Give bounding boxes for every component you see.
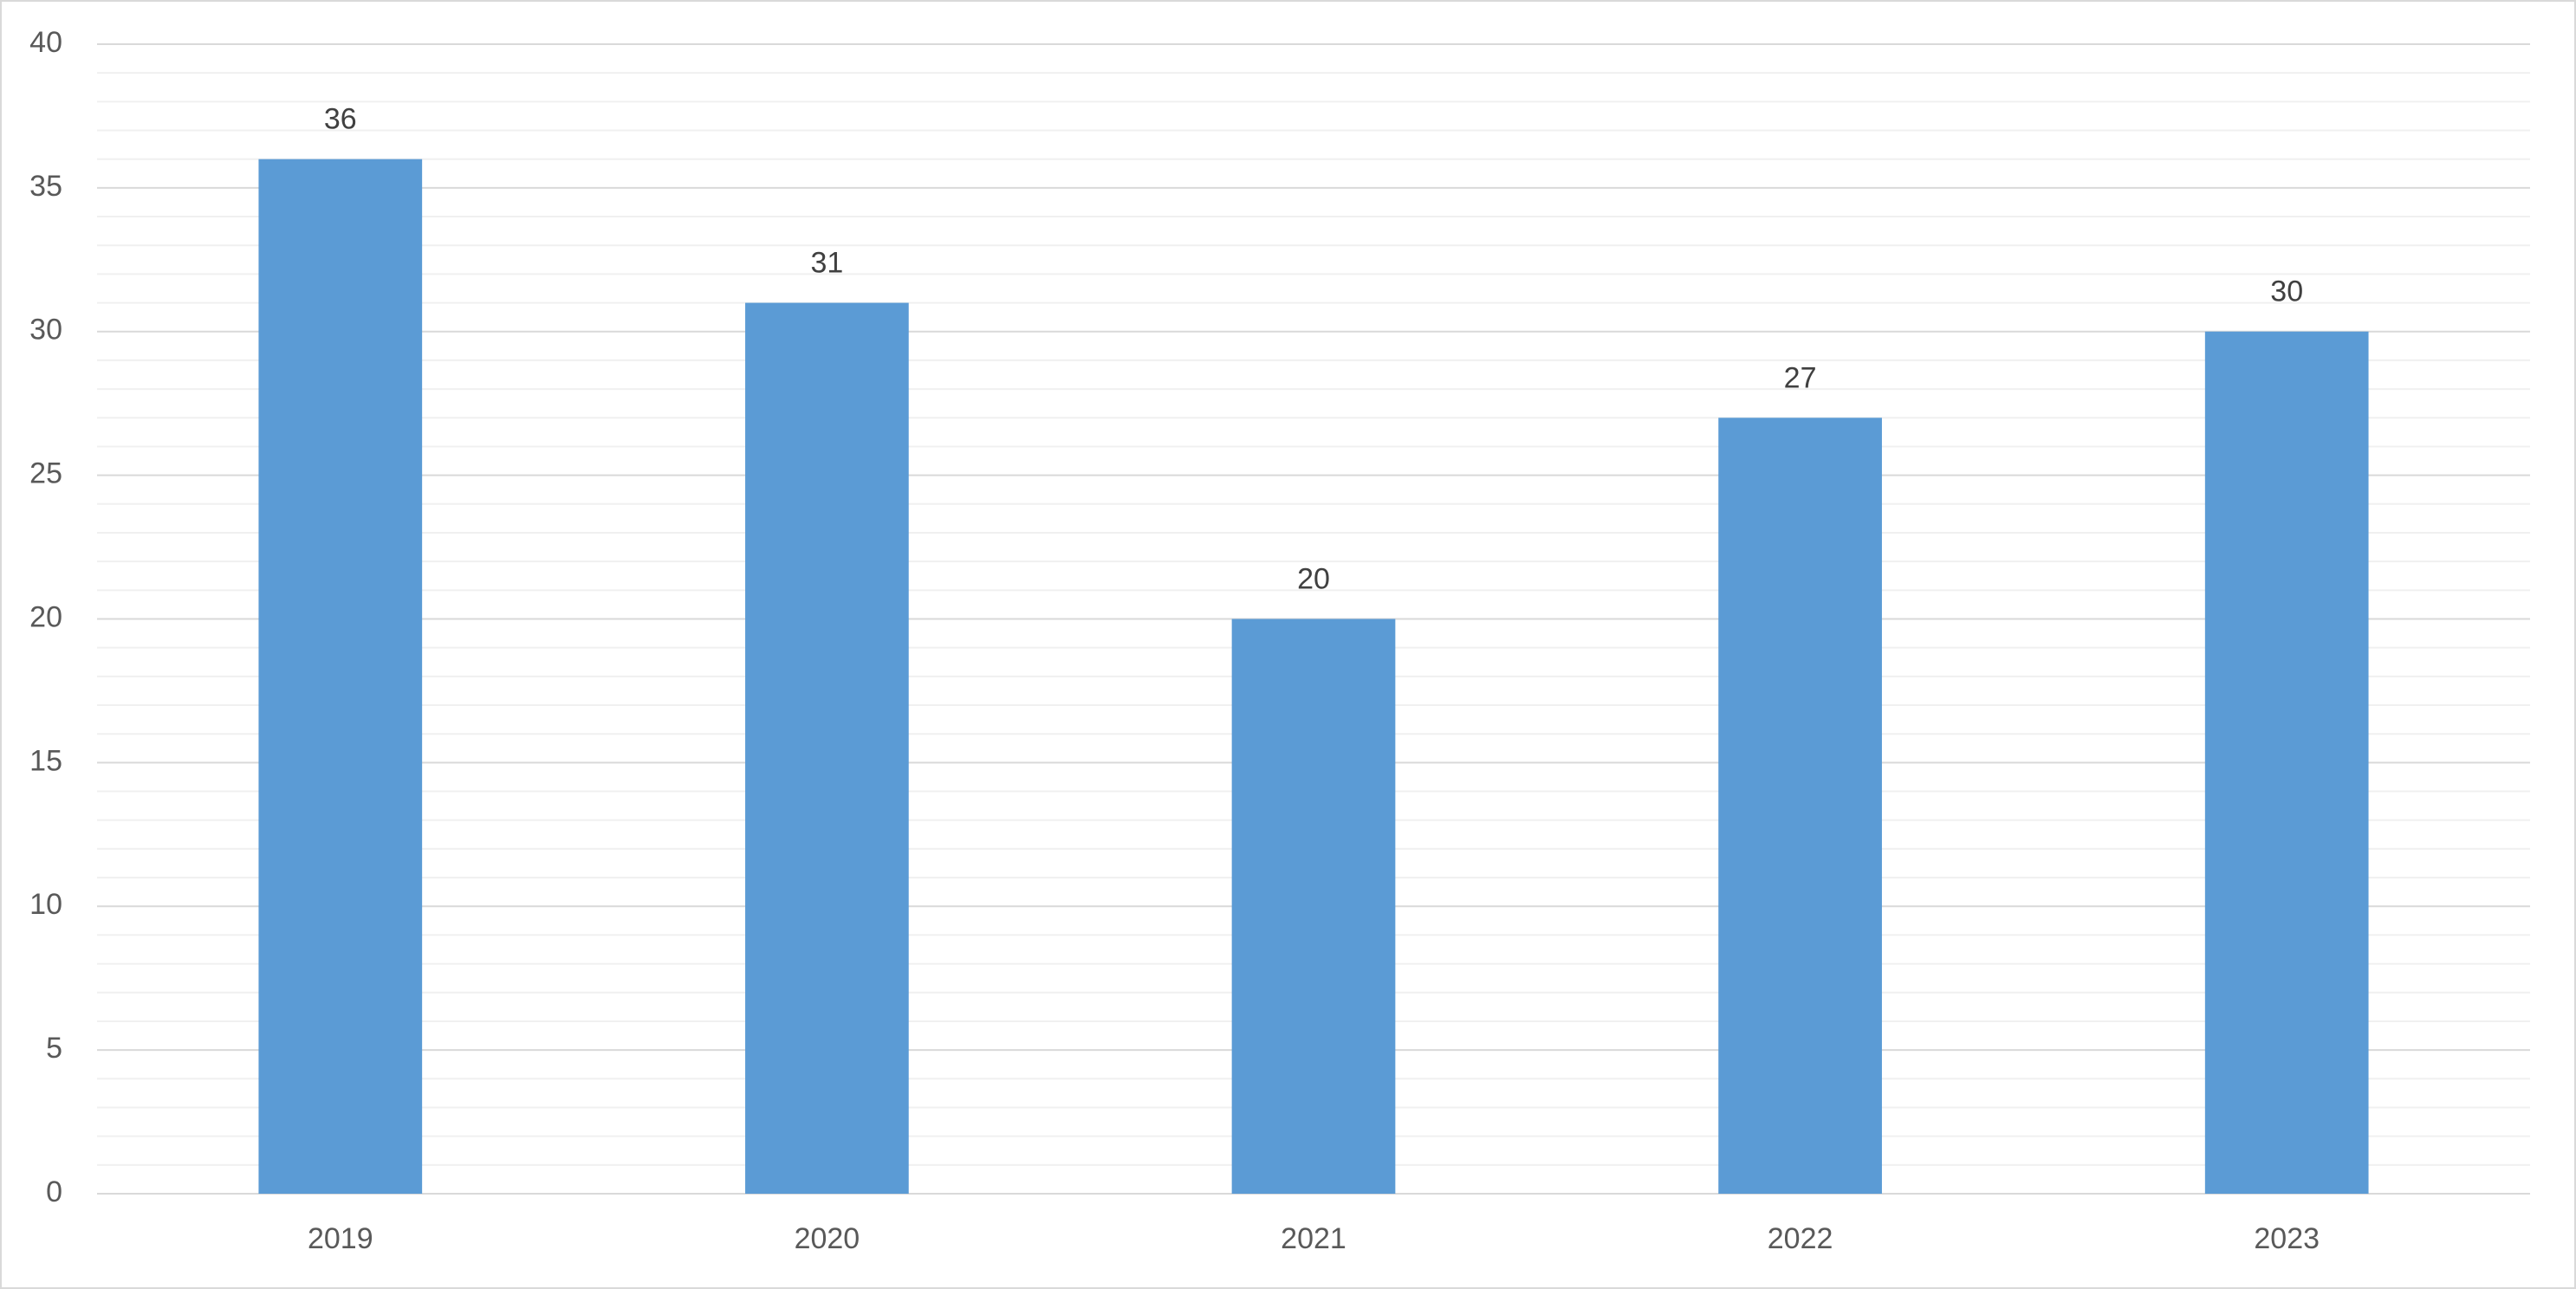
y-tick-label: 40 (29, 26, 62, 59)
bar (1718, 418, 1882, 1194)
y-tick-label: 25 (29, 457, 62, 490)
x-tick-label: 2020 (795, 1222, 860, 1255)
data-label: 36 (324, 103, 357, 136)
bar (2204, 331, 2369, 1194)
bar (745, 302, 909, 1195)
x-tick-label: 2019 (308, 1222, 373, 1255)
data-label: 30 (2270, 275, 2303, 308)
y-tick-label: 20 (29, 600, 62, 633)
bar (258, 159, 423, 1195)
y-tick-label: 30 (29, 314, 62, 347)
bar (1231, 619, 1396, 1194)
y-tick-label: 5 (46, 1032, 62, 1065)
data-label: 27 (1784, 361, 1817, 394)
x-tick-label: 2023 (2254, 1222, 2320, 1255)
y-tick-label: 35 (29, 170, 62, 203)
y-tick-label: 10 (29, 888, 62, 921)
x-tick-label: 2021 (1281, 1222, 1346, 1255)
x-tick-label: 2022 (1768, 1222, 1833, 1255)
data-label: 31 (810, 247, 843, 280)
y-tick-label: 15 (29, 744, 62, 777)
y-tick-label: 0 (46, 1176, 62, 1208)
data-label: 20 (1297, 562, 1330, 595)
